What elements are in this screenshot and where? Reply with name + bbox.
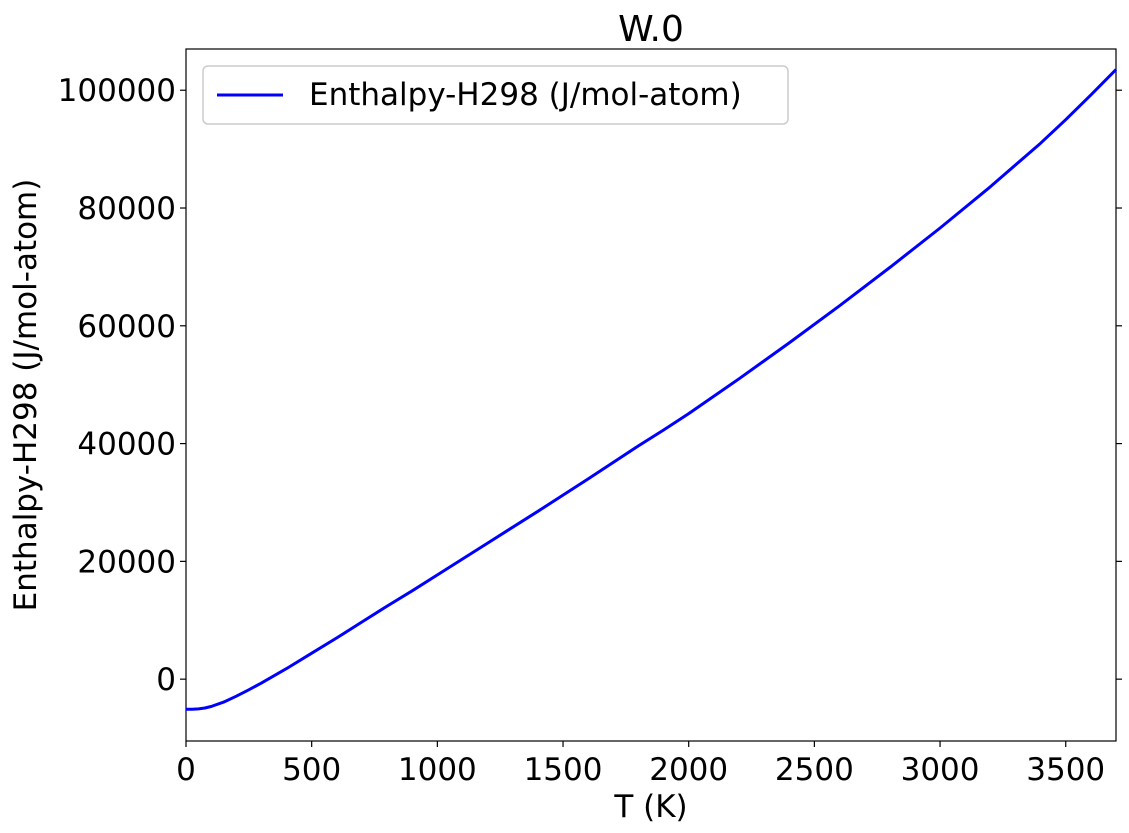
legend-box (202, 65, 789, 125)
x-tick-label: 500 (282, 752, 341, 788)
series-layer (186, 68, 1118, 711)
x-tick-label: 1500 (524, 752, 603, 788)
plot-frame (185, 48, 1117, 742)
legend: Enthalpy-H298 (J/mol-atom) (202, 65, 789, 125)
x-axis-label: T (K) (613, 789, 687, 825)
y-tick-label: 100000 (58, 73, 176, 109)
x-tick-label: 2000 (649, 752, 728, 788)
x-tick-label: 0 (176, 752, 196, 788)
y-tick-label: 40000 (77, 427, 176, 463)
x-tick-label: 3000 (901, 752, 980, 788)
y-tick-label: 20000 (77, 544, 176, 580)
x-tick-label: 3500 (1026, 752, 1105, 788)
x-tick-label: 2500 (775, 752, 854, 788)
legend-label: Enthalpy-H298 (J/mol-atom) (309, 77, 742, 113)
x-axis-ticks: 0 500 1000 1500 2000 2500 3000 3500 (176, 741, 1105, 788)
y-tick-label: 60000 (77, 309, 176, 345)
chart-title: W.0 (618, 9, 684, 50)
plot-area (185, 48, 1117, 742)
y-axis-label: Enthalpy-H298 (J/mol-atom) (8, 179, 44, 612)
y-axis-ticks: 0 20000 40000 60000 80000 100000 (58, 73, 1122, 698)
y-tick-label: 0 (156, 662, 176, 698)
x-tick-label: 1000 (398, 752, 477, 788)
series-line (186, 68, 1118, 711)
y-tick-label: 80000 (77, 191, 176, 227)
